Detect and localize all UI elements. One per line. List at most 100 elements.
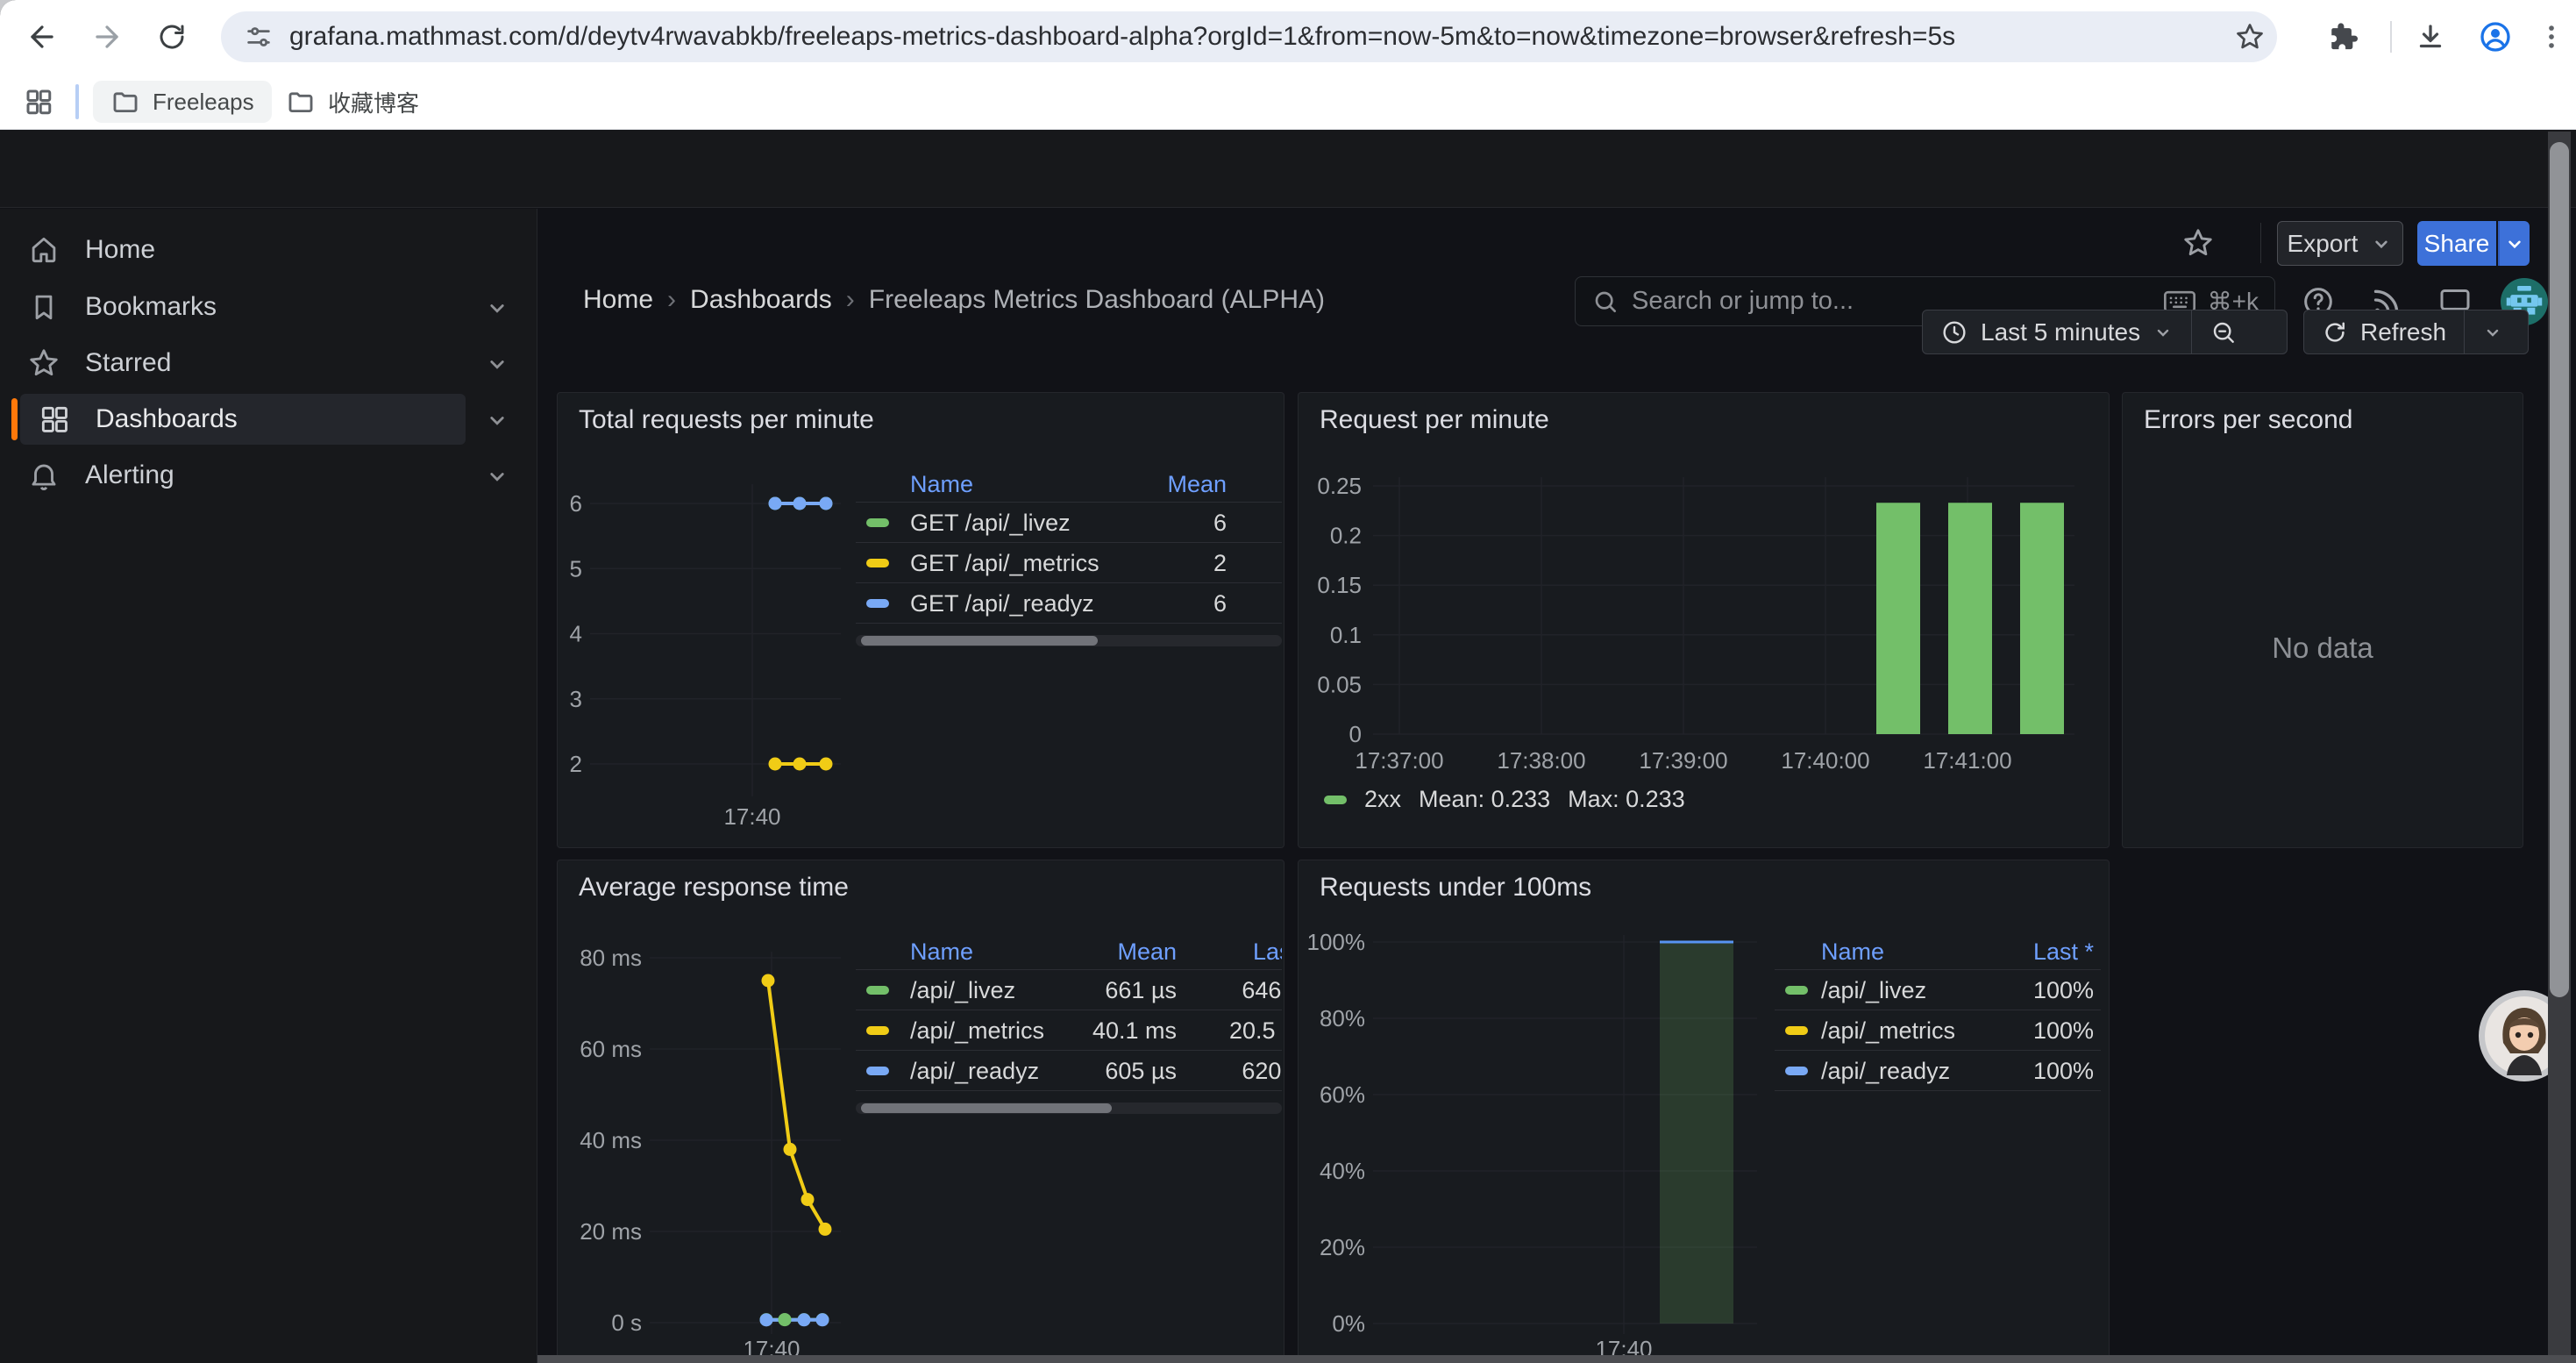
- axis-tick-label: 60%: [1320, 1081, 1365, 1108]
- legend-header-last[interactable]: Last *: [2032, 938, 2094, 965]
- legend-item-2xx[interactable]: 2xx Mean: 0.233 Max: 0.233: [1324, 786, 1685, 813]
- bar: [1948, 503, 1992, 734]
- chevron-down-icon: [2487, 329, 2499, 337]
- legend-row[interactable]: GET /api/_metrics 2: [856, 543, 1282, 583]
- no-data-message: No data: [2272, 632, 2373, 664]
- grafana-top-nav: Grafana Home › Dashboards › Freeleaps Me…: [0, 130, 2576, 326]
- area-fill: [1660, 942, 1733, 1324]
- series-color-pill: [1324, 795, 1347, 804]
- refresh-interval-dropdown[interactable]: [2465, 310, 2521, 353]
- series-value: 661 µs: [1105, 977, 1177, 1003]
- reload-icon[interactable]: [149, 14, 195, 60]
- export-button[interactable]: Export: [2277, 221, 2403, 266]
- axis-tick-label: 0.2: [1330, 523, 1362, 549]
- legend-row[interactable]: /api/_metrics 40.1 ms 20.5 ms: [856, 1010, 1282, 1051]
- group-divider: [2191, 310, 2193, 353]
- breadcrumb-dashboards[interactable]: Dashboards: [690, 285, 832, 314]
- axis-tick-label: 0.25: [1317, 473, 1362, 499]
- legend-table[interactable]: Name Mean GET /api/_livez 6 GET /api/_metric…: [856, 467, 1282, 654]
- breadcrumb-home[interactable]: Home: [583, 285, 654, 314]
- legend-row[interactable]: /api/_livez 100%: [1775, 970, 2101, 1010]
- active-indicator: [11, 398, 18, 440]
- axis-tick-label: 20%: [1320, 1234, 1365, 1260]
- legend-row[interactable]: GET /api/_livez 6: [856, 503, 1282, 543]
- series-name: /api/_metrics: [910, 1017, 1045, 1044]
- axis-tick-label: 0.15: [1317, 572, 1362, 598]
- action-divider: [2260, 223, 2261, 263]
- bookmark-star-icon[interactable]: [2227, 14, 2273, 60]
- series-point: [819, 757, 833, 771]
- scrollbar-thumb[interactable]: [2550, 142, 2569, 997]
- legend-scrollbar[interactable]: [856, 635, 1282, 646]
- share-button[interactable]: Share: [2417, 221, 2496, 266]
- sidebar-item-dashboards[interactable]: Dashboards: [20, 394, 466, 445]
- bookmark-folder-freeleaps[interactable]: Freeleaps: [93, 81, 272, 123]
- axis-tick-label: 17:37:00: [1355, 747, 1443, 774]
- chevron-down-icon[interactable]: [484, 407, 510, 433]
- sidebar-item-starred[interactable]: Starred: [11, 338, 466, 389]
- bookmarks-divider: [75, 84, 79, 119]
- legend-header-mean[interactable]: Mean: [1167, 471, 1227, 497]
- favorite-dashboard-star-icon[interactable]: [2181, 226, 2215, 260]
- panel-title[interactable]: Average response time: [579, 873, 849, 902]
- legend-header-name[interactable]: Name: [1821, 938, 1885, 965]
- panel-title[interactable]: Request per minute: [1320, 405, 1549, 434]
- home-icon: [27, 233, 60, 267]
- chevron-down-icon[interactable]: [484, 463, 510, 489]
- floating-assistant-avatar[interactable]: [2477, 988, 2572, 1083]
- sidebar-item-label: Home: [85, 235, 156, 264]
- share-dropdown-button[interactable]: [2498, 221, 2530, 266]
- axis-tick-label: 0: [1349, 721, 1362, 747]
- chevron-down-icon[interactable]: [484, 295, 510, 321]
- series-value: 646 µs: [1242, 977, 1282, 1003]
- panel-title[interactable]: Errors per second: [2144, 405, 2353, 434]
- horizontal-scrollbar[interactable]: [537, 1355, 2576, 1363]
- legend-header-name[interactable]: Name: [910, 471, 974, 497]
- legend-header-mean[interactable]: Mean: [1117, 938, 1177, 965]
- axis-tick-label: 17:41:00: [1923, 747, 2011, 774]
- series-value: 20.5 ms: [1228, 1017, 1282, 1044]
- sidebar-item-bookmarks[interactable]: Bookmarks: [11, 282, 466, 332]
- url-text: grafana.mathmast.com/d/deytv4rwavabkb/fr…: [289, 22, 1956, 51]
- legend-header-row: Name Last *: [1775, 934, 2101, 970]
- chevron-down-icon[interactable]: [484, 351, 510, 377]
- zoom-out-button[interactable]: [2192, 310, 2255, 353]
- legend-row[interactable]: GET /api/_readyz 6: [856, 583, 1282, 624]
- extensions-icon[interactable]: [2320, 14, 2366, 60]
- legend-scrollbar-thumb[interactable]: [861, 1103, 1112, 1113]
- legend-scrollbar-thumb[interactable]: [861, 636, 1098, 646]
- sidebar-item-home[interactable]: Home: [11, 225, 466, 275]
- legend-row[interactable]: /api/_livez 661 µs 646 µs: [856, 970, 1282, 1010]
- download-icon[interactable]: [2408, 14, 2453, 60]
- axis-tick-label: 5: [570, 555, 582, 582]
- address-bar[interactable]: grafana.mathmast.com/d/deytv4rwavabkb/fr…: [221, 11, 2277, 62]
- refresh-button[interactable]: Refresh: [2304, 310, 2464, 353]
- bookmark-folder-blogs[interactable]: 收藏博客: [268, 81, 437, 123]
- legend-header-last[interactable]: Last *: [1252, 938, 1282, 965]
- legend-row[interactable]: /api/_metrics 100%: [1775, 1010, 2101, 1051]
- breadcrumb: Home › Dashboards › Freeleaps Metrics Da…: [583, 285, 1325, 315]
- sidebar-item-alerting[interactable]: Alerting: [11, 450, 466, 501]
- browser-menu-icon[interactable]: [2529, 14, 2574, 60]
- legend-header-name[interactable]: Name: [910, 938, 974, 965]
- legend-scrollbar[interactable]: [856, 1103, 1282, 1114]
- back-icon[interactable]: [19, 14, 65, 60]
- time-range-picker[interactable]: Last 5 minutes: [1923, 310, 2191, 353]
- panel-title[interactable]: Total requests per minute: [579, 405, 874, 434]
- legend-row[interactable]: /api/_readyz 605 µs 620 µs: [856, 1051, 1282, 1091]
- apps-grid-icon[interactable]: [23, 86, 54, 118]
- series-point: [759, 1313, 773, 1327]
- legend-row[interactable]: /api/_readyz 100%: [1775, 1051, 2101, 1091]
- site-settings-icon[interactable]: [244, 22, 274, 52]
- legend-table[interactable]: Name Mean Last * /api/_livez 661 µs 646 µs/ap…: [856, 934, 1282, 1122]
- legend-table[interactable]: Name Last * /api/_livez 100% /api/_metrics 10…: [1775, 934, 2101, 1101]
- series-value: 620 µs: [1242, 1058, 1282, 1084]
- profile-icon[interactable]: [2473, 14, 2518, 60]
- axis-tick-label: 80%: [1320, 1005, 1365, 1031]
- forward-icon[interactable]: [84, 14, 130, 60]
- series-color-pill: [866, 1026, 889, 1035]
- axis-tick-label: 3: [570, 686, 582, 712]
- axis-tick-label: 0.1: [1330, 622, 1362, 648]
- sidebar-item-label: Dashboards: [96, 404, 238, 433]
- panel-title[interactable]: Requests under 100ms: [1320, 873, 1592, 902]
